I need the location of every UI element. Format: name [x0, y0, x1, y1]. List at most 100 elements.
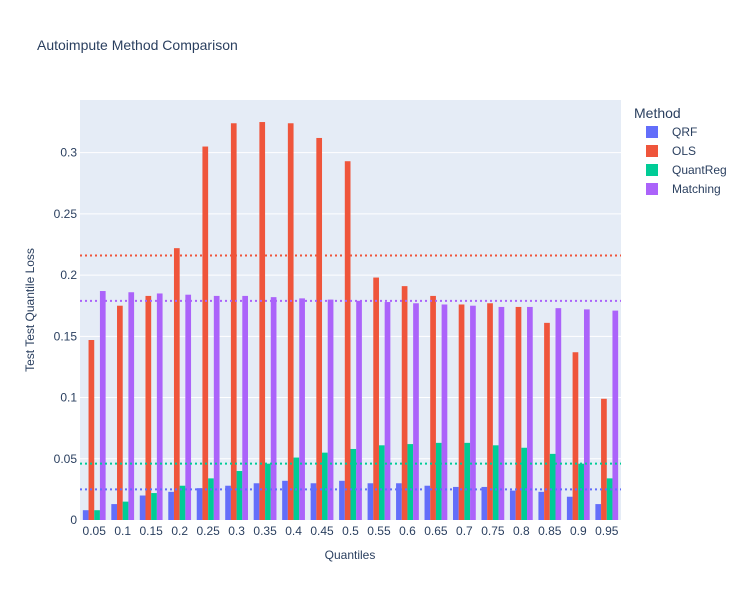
- bar-ols-0.2: [173, 248, 180, 520]
- x-tick-label: 0.65: [424, 524, 448, 538]
- x-axis-title: Quantiles: [325, 548, 376, 562]
- bar-quantreg-0.3: [236, 471, 243, 520]
- x-tick-label: 0.5: [342, 524, 359, 538]
- y-tick-label: 0.15: [54, 329, 78, 343]
- bar-matching-0.65: [441, 304, 448, 520]
- legend-label-qrf[interactable]: QRF: [672, 125, 697, 139]
- x-tick-label: 0.2: [171, 524, 188, 538]
- bar-qrf-0.75: [481, 486, 488, 520]
- x-tick-label: 0.15: [140, 524, 164, 538]
- x-tick-label: 0.25: [196, 524, 220, 538]
- legend-label-matching[interactable]: Matching: [672, 182, 721, 196]
- bar-quantreg-0.75: [492, 445, 499, 520]
- x-tick-label: 0.05: [83, 524, 107, 538]
- x-tick-label: 0.1: [114, 524, 131, 538]
- bar-qrf-0.3: [225, 485, 231, 520]
- bar-ols-0.65: [430, 295, 436, 520]
- bar-quantreg-0.45: [322, 452, 328, 520]
- x-tick-label: 0.95: [595, 524, 619, 538]
- legend-label-quantreg[interactable]: QuantReg: [672, 163, 727, 177]
- bar-matching-0.25: [213, 295, 220, 520]
- x-tick-label: 0.4: [285, 524, 302, 538]
- y-tick-label: 0.2: [60, 268, 77, 282]
- bar-quantreg-0.5: [350, 448, 357, 520]
- x-tick-label: 0.35: [253, 524, 277, 538]
- bar-qrf-0.45: [310, 483, 317, 520]
- bar-matching-0.75: [498, 306, 505, 520]
- bar-ols-0.25: [202, 146, 209, 520]
- bar-matching-0.8: [527, 306, 533, 520]
- bar-qrf-0.25: [196, 488, 203, 520]
- bar-qrf-0.6: [396, 483, 402, 520]
- bar-qrf-0.2: [168, 491, 174, 520]
- y-tick-label: 0.05: [54, 452, 78, 466]
- bar-ols-0.15: [145, 295, 152, 520]
- mean-lines: [80, 254, 621, 491]
- bar-ols-0.6: [401, 286, 408, 520]
- x-tick-label: 0.9: [570, 524, 587, 538]
- bar-ols-0.05: [88, 340, 95, 520]
- bar-qrf-0.8: [509, 490, 516, 520]
- y-axis-ticks: 0 0.05 0.1 0.15 0.2 0.25 0.3: [54, 146, 78, 527]
- legend-label-ols[interactable]: OLS: [672, 144, 696, 158]
- bar-ols-0.75: [487, 303, 493, 520]
- bar-ols-0.55: [373, 277, 379, 520]
- bar-qrf-0.35: [253, 483, 260, 520]
- bar-quantreg-0.8: [521, 447, 528, 520]
- y-axis-title: Test Test Quantile Loss: [23, 248, 37, 372]
- legend: Method QRF OLS QuantReg Matching: [634, 105, 727, 196]
- bar-qrf-0.85: [538, 491, 545, 520]
- bars: [82, 122, 619, 521]
- legend-title: Method: [634, 105, 681, 121]
- bar-quantreg-0.15: [151, 493, 157, 520]
- bar-quantreg-0.65: [435, 442, 442, 520]
- bar-ols-0.1: [117, 305, 123, 520]
- x-tick-label: 0.85: [538, 524, 562, 538]
- bar-qrf-0.5: [339, 480, 345, 520]
- bar-matching-0.3: [242, 295, 248, 520]
- bar-quantreg-0.9: [578, 463, 584, 520]
- bar-matching-0.1: [128, 292, 135, 520]
- bar-matching-0.9: [583, 309, 590, 520]
- legend-swatch-matching[interactable]: [646, 183, 658, 195]
- bar-qrf-0.7: [453, 486, 459, 520]
- bar-qrf-0.1: [111, 504, 118, 520]
- chart-title: Autoimpute Method Comparison: [37, 37, 238, 53]
- bar-qrf-0.15: [139, 495, 146, 520]
- bar-matching-0.35: [270, 297, 277, 520]
- bar-quantreg-0.1: [122, 501, 129, 520]
- bar-qrf-0.65: [424, 485, 431, 520]
- bar-qrf-0.9: [566, 496, 573, 520]
- bar-quantreg-0.7: [464, 442, 471, 520]
- x-tick-label: 0.7: [456, 524, 473, 538]
- bar-matching-0.45: [327, 299, 334, 520]
- bar-ols-0.3: [230, 123, 237, 520]
- y-tick-label: 0: [70, 513, 77, 527]
- y-tick-label: 0.1: [60, 391, 77, 405]
- bar-matching-0.05: [99, 291, 106, 520]
- bar-ols-0.4: [287, 123, 294, 520]
- bar-matching-0.85: [555, 308, 562, 520]
- x-tick-label: 0.55: [367, 524, 391, 538]
- bar-ols-0.95: [601, 398, 607, 520]
- y-tick-label: 0.3: [60, 146, 77, 160]
- bar-ols-0.8: [515, 306, 522, 520]
- bar-qrf-0.4: [282, 480, 288, 520]
- bar-ols-0.5: [344, 161, 351, 520]
- bar-matching-0.7: [470, 305, 476, 520]
- bar-quantreg-0.35: [265, 463, 271, 520]
- x-tick-label: 0.75: [481, 524, 505, 538]
- bar-matching-0.4: [299, 298, 305, 520]
- bar-matching-0.55: [384, 302, 391, 520]
- legend-swatch-quantreg[interactable]: [646, 164, 658, 176]
- bar-quantreg-0.05: [94, 510, 100, 520]
- bar-ols-0.85: [544, 322, 550, 520]
- x-tick-label: 0.6: [399, 524, 416, 538]
- bar-qrf-0.95: [595, 504, 602, 520]
- x-tick-label: 0.8: [513, 524, 530, 538]
- legend-swatch-ols[interactable]: [646, 145, 658, 157]
- bar-ols-0.7: [458, 304, 465, 520]
- bar-quantreg-0.55: [378, 445, 385, 520]
- legend-swatch-qrf[interactable]: [646, 126, 658, 138]
